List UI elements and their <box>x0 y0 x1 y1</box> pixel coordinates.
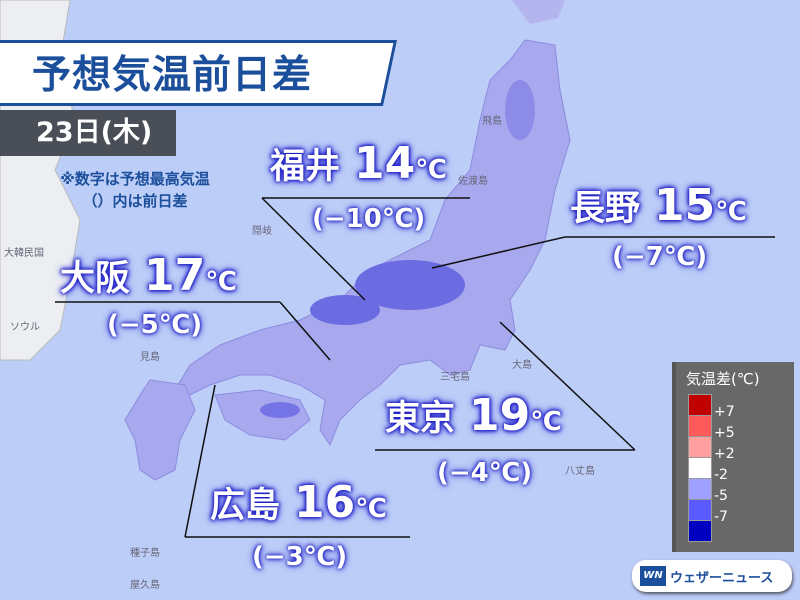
legend-swatch <box>688 415 712 437</box>
legend-swatch <box>688 394 712 416</box>
place-label: 隠岐 <box>252 226 272 237</box>
temp-unit: ℃ <box>355 494 387 524</box>
temp-unit: ℃ <box>715 197 747 227</box>
cold-area <box>355 260 465 310</box>
legend-label: -2 <box>714 467 728 483</box>
city-diff-nagano: (−7℃) <box>612 242 708 272</box>
temp-unit: ℃ <box>205 267 237 297</box>
legend-swatch <box>688 499 712 521</box>
note-line: ※数字は予想最高気温 <box>60 170 210 188</box>
legend-label: +2 <box>714 446 735 462</box>
city-name: 福井 <box>270 147 341 187</box>
city-name: 長野 <box>570 189 641 229</box>
city-fukui: 福井 14℃ <box>270 138 447 189</box>
city-diff-hiroshima: (−3℃) <box>252 542 348 572</box>
cold-area <box>505 80 535 140</box>
city-name: 大阪 <box>60 259 131 299</box>
note: ※数字は予想最高気温 （）内は前日差 <box>30 168 240 212</box>
legend-title: 気温差(℃) <box>686 370 760 388</box>
city-tokyo: 東京 19℃ <box>385 390 562 441</box>
place-label: 三宅島 <box>440 372 470 383</box>
city-temp: 14 <box>354 138 416 189</box>
place-label: 種子島 <box>130 548 160 559</box>
legend-label: +5 <box>714 425 735 441</box>
city-diff-tokyo: (−4℃) <box>437 458 533 488</box>
legend-swatch <box>688 457 712 479</box>
legend-swatch <box>688 478 712 500</box>
temp-unit: ℃ <box>415 155 447 185</box>
note-line: （）内は前日差 <box>82 192 188 210</box>
cold-area <box>260 402 300 418</box>
place-label: 佐渡島 <box>458 176 488 187</box>
kyushu-land <box>124 379 196 481</box>
city-name: 東京 <box>385 399 456 439</box>
city-hiroshima: 広島 16℃ <box>210 477 387 528</box>
page-title: 予想気温前日差 <box>32 53 313 98</box>
date-label: 23日(木) <box>0 110 176 156</box>
city-diff-osaka: (−5℃) <box>107 310 203 340</box>
legend-swatch <box>688 520 712 542</box>
place-label: 大島 <box>512 360 532 371</box>
temp-unit: ℃ <box>530 407 562 437</box>
city-temp: 15 <box>654 180 716 231</box>
city-temp: 16 <box>294 477 356 528</box>
legend-label: +7 <box>714 404 735 420</box>
city-osaka: 大阪 17℃ <box>60 250 237 301</box>
shikoku-land <box>214 389 311 441</box>
cold-area <box>310 295 380 325</box>
place-label: 飛島 <box>482 116 502 127</box>
brand-name: ウェザーニュース <box>670 571 774 586</box>
city-name: 広島 <box>210 486 281 526</box>
city-temp: 17 <box>144 250 206 301</box>
hokkaido-land <box>512 0 565 24</box>
place-label: 大韓民国 <box>4 248 44 259</box>
brand-badge: WN ウェザーニュース <box>632 560 792 592</box>
legend: 気温差(℃) +7 +5 +2 -2 -5 -7 <box>672 362 794 552</box>
place-label: 八丈島 <box>565 466 595 477</box>
legend-swatch <box>688 436 712 458</box>
place-label: ソウル <box>10 322 40 333</box>
place-label: 見島 <box>140 352 160 363</box>
legend-label: -7 <box>714 509 728 525</box>
brand-logo: WN <box>640 566 666 586</box>
place-label: 屋久島 <box>130 580 160 591</box>
city-nagano: 長野 15℃ <box>570 180 747 231</box>
legend-label: -5 <box>714 488 728 504</box>
city-temp: 19 <box>469 390 531 441</box>
honshu-land <box>174 39 571 447</box>
city-diff-fukui: (−10℃) <box>312 204 426 234</box>
